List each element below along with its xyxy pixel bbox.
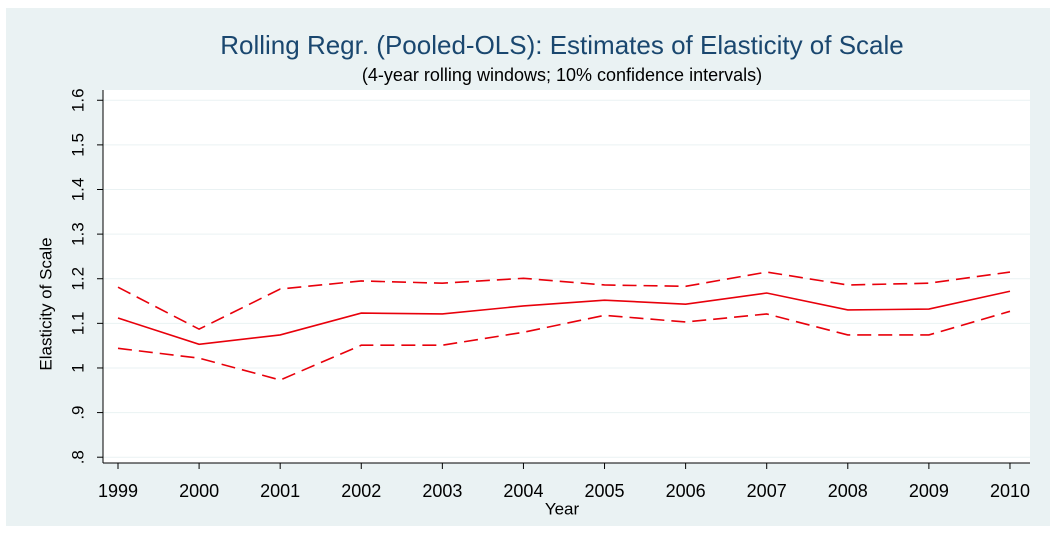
x-tick-label: 2001 xyxy=(260,481,300,501)
y-tick-label: 1 xyxy=(68,363,87,372)
x-tick-label: 2007 xyxy=(747,481,787,501)
chart-subtitle: (4-year rolling windows; 10% confidence … xyxy=(362,65,762,85)
y-tick-label: .8 xyxy=(68,450,87,464)
x-tick-label: 1999 xyxy=(98,481,138,501)
series-line xyxy=(117,271,1011,331)
y-tick-label: 1.6 xyxy=(68,88,87,112)
plot-area xyxy=(103,90,1030,463)
y-tick-label: .9 xyxy=(68,405,87,419)
y-axis-title: Elasticity of Scale xyxy=(36,237,55,370)
x-tick-label: 2004 xyxy=(503,481,543,501)
x-tick-label: 2006 xyxy=(666,481,706,501)
series-line xyxy=(117,290,1011,346)
y-tick-label: 1.3 xyxy=(68,222,87,246)
x-tick-label: 2003 xyxy=(422,481,462,501)
x-tick-label: 2005 xyxy=(585,481,625,501)
y-tick-label: 1.2 xyxy=(68,267,87,291)
x-axis-title: Year xyxy=(545,499,580,518)
x-tick-label: 2008 xyxy=(828,481,868,501)
x-tick-label: 2010 xyxy=(990,481,1030,501)
series-line xyxy=(117,310,1011,381)
x-tick-label: 2002 xyxy=(341,481,381,501)
chart-title: Rolling Regr. (Pooled-OLS): Estimates of… xyxy=(220,30,904,60)
y-tick-label: 1.4 xyxy=(68,178,87,202)
x-tick-label: 2009 xyxy=(909,481,949,501)
y-tick-label: 1.1 xyxy=(68,312,87,336)
x-tick-label: 2000 xyxy=(179,481,219,501)
y-tick-label: 1.5 xyxy=(68,133,87,157)
